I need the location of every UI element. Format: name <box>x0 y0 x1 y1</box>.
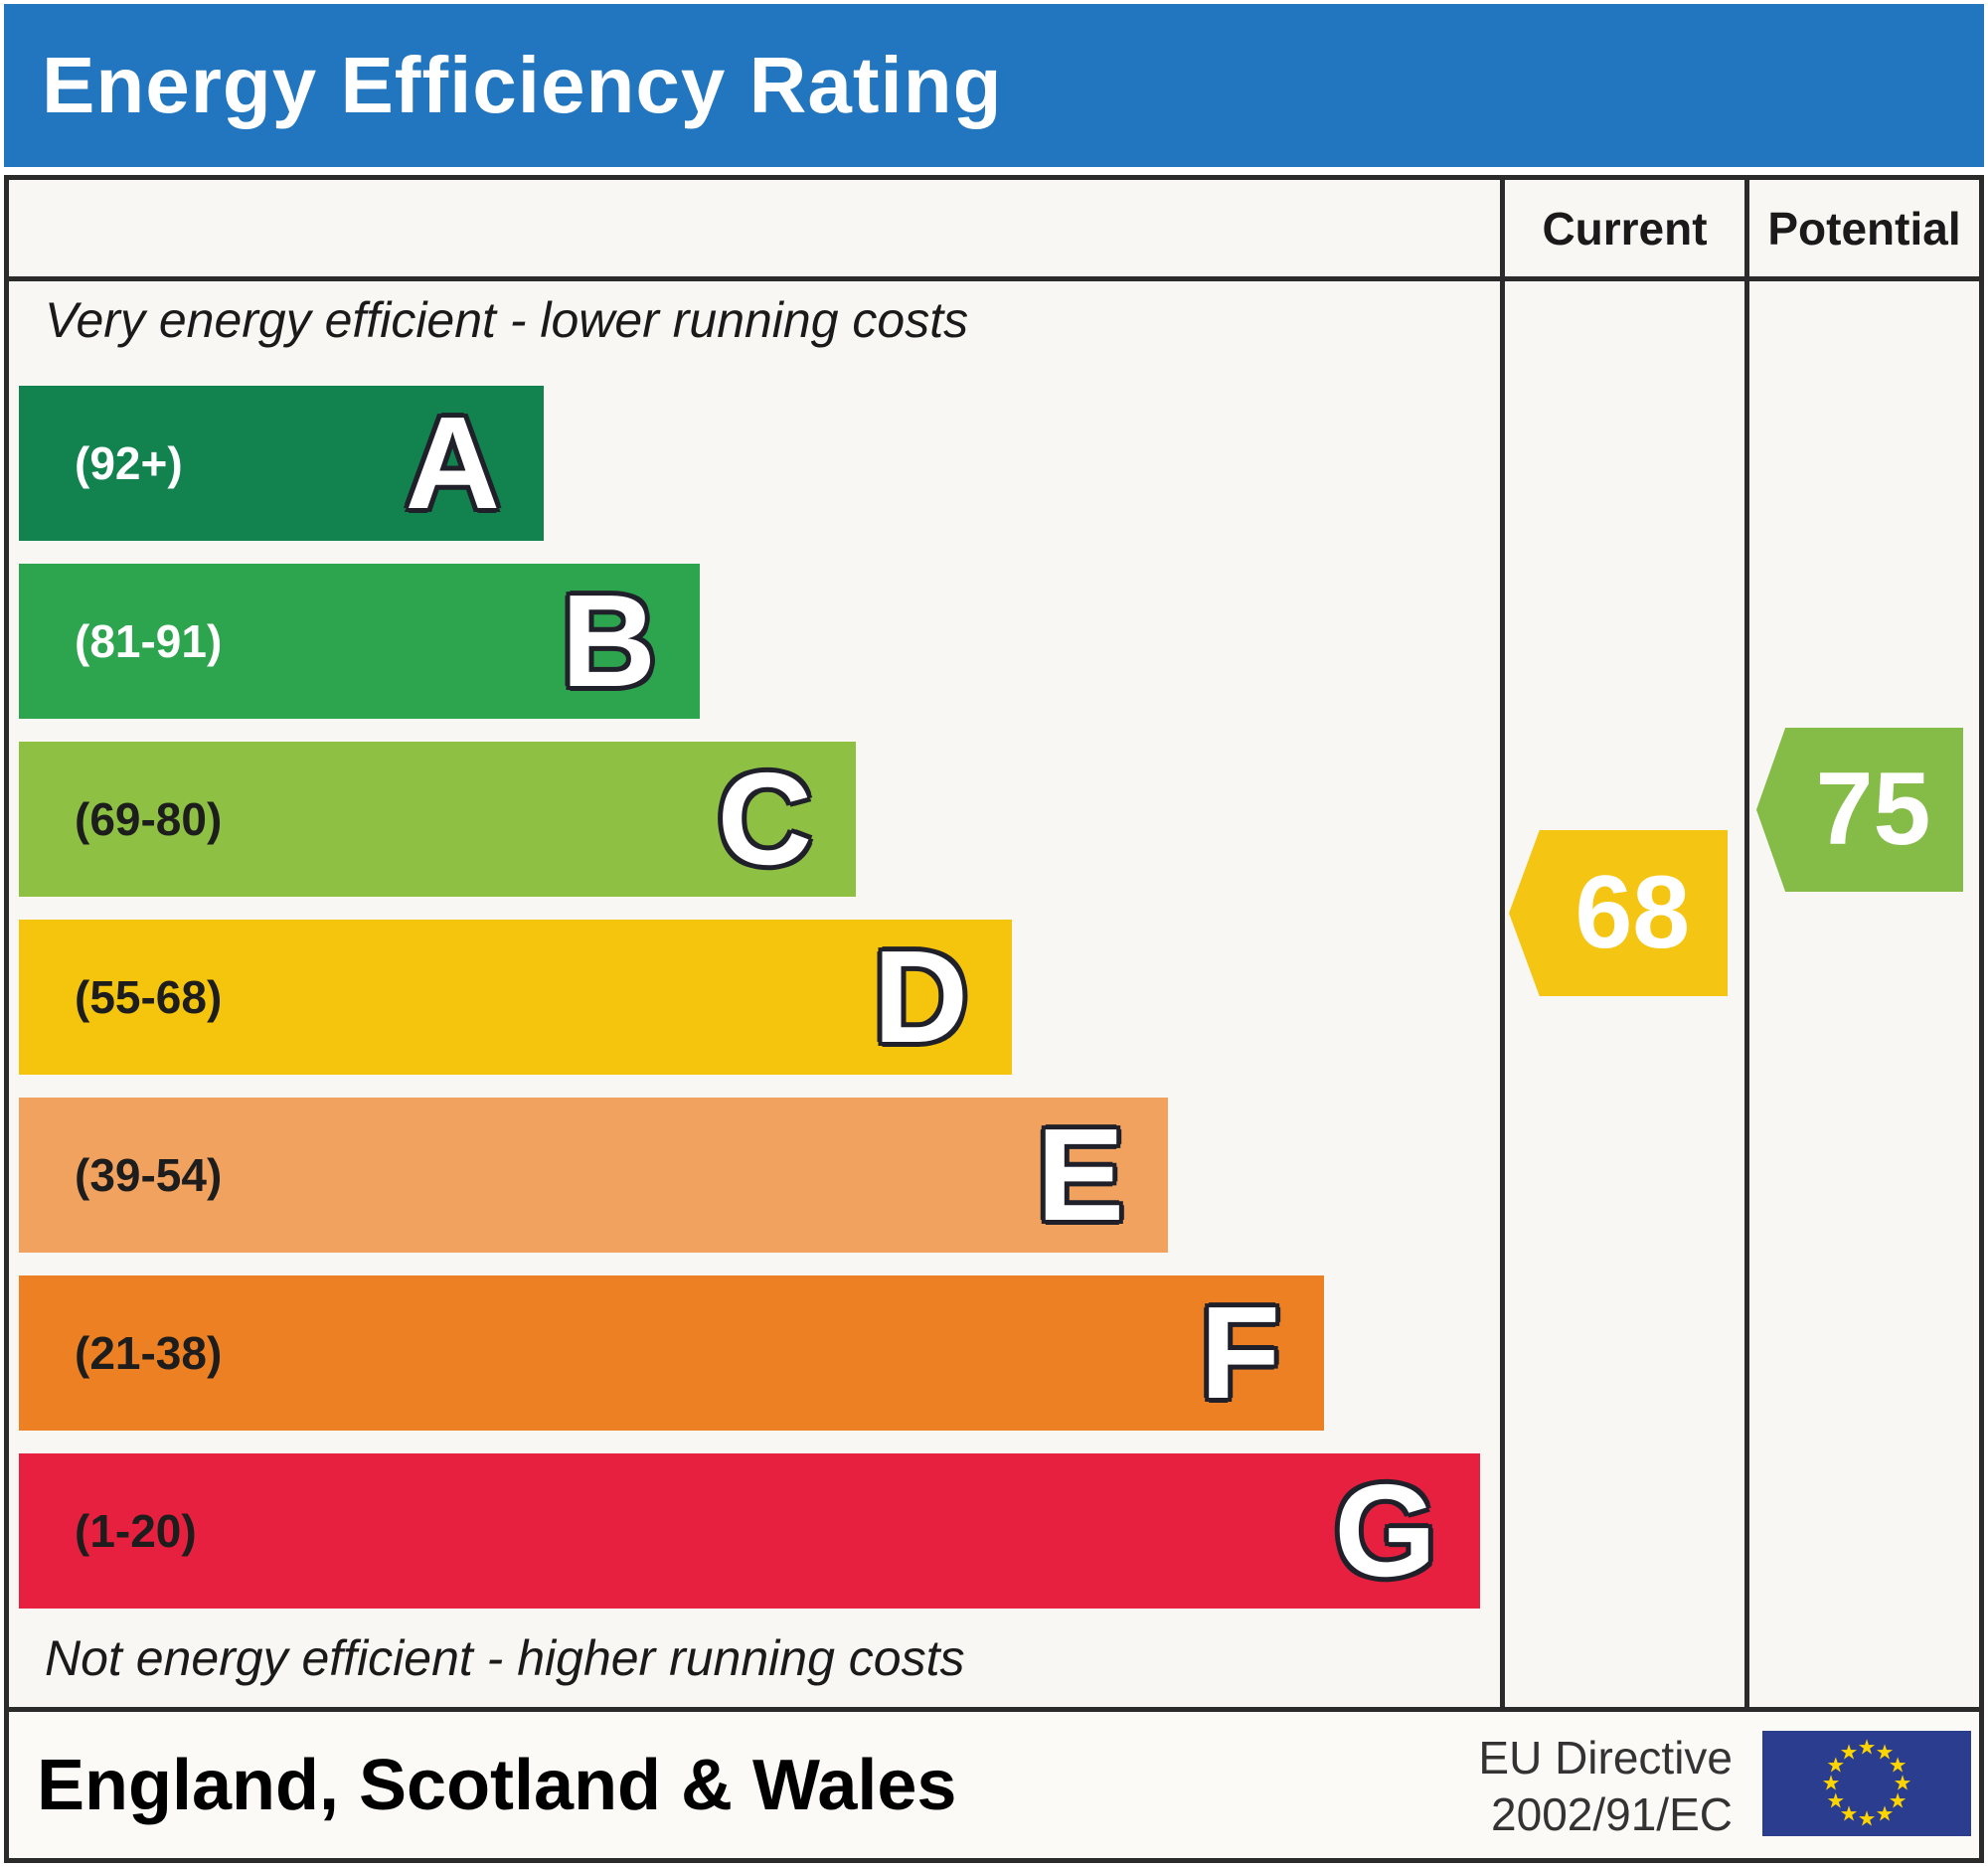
column-header-current: Current <box>1542 202 1708 255</box>
band-letter: G <box>1334 1457 1436 1604</box>
current-rating-arrow: 68 <box>1509 830 1728 996</box>
eu-flag-star-icon: ★ <box>1888 1754 1907 1778</box>
band-range-label: (55-68) <box>75 971 223 1023</box>
band-d: (55-68) D <box>19 920 1012 1075</box>
band-f: (21-38) F <box>19 1275 1324 1431</box>
eu-flag-icon: ★ ★ ★ ★ ★ ★ ★ ★ ★ ★ ★ ★ <box>1762 1731 1971 1836</box>
band-range-label: (92+) <box>75 437 183 489</box>
rating-table: Current Potential Very energy efficient … <box>4 175 1984 1863</box>
potential-rating-value: 75 <box>1815 752 1931 867</box>
band-e: (39-54) E <box>19 1098 1168 1253</box>
eu-flag-star-icon: ★ <box>1875 1741 1895 1765</box>
band-b: (81-91) B <box>19 564 700 719</box>
eu-flag-star-icon: ★ <box>1826 1789 1846 1813</box>
page-title: Energy Efficiency Rating <box>42 41 1003 129</box>
eu-flag-star-icon: ★ <box>1893 1772 1912 1795</box>
potential-rating-arrow: 75 <box>1756 728 1963 892</box>
band-letter: F <box>1200 1279 1280 1426</box>
band-range-label: (1-20) <box>75 1505 197 1557</box>
region-label: England, Scotland & Wales <box>37 1745 957 1825</box>
band-range-label: (81-91) <box>75 615 223 667</box>
eu-flag-star-icon: ★ <box>1857 1807 1877 1831</box>
band-letter: E <box>1036 1102 1124 1248</box>
eu-flag-star-icon: ★ <box>1826 1754 1846 1778</box>
bottom-note: Not energy efficient - higher running co… <box>45 1630 965 1686</box>
header-divider-line <box>9 276 1979 281</box>
band-range-label: (39-54) <box>75 1149 223 1201</box>
current-column-border <box>1500 180 1505 1712</box>
title-bar: Energy Efficiency Rating <box>4 4 1984 167</box>
band-g: (1-20) G <box>19 1453 1480 1609</box>
band-c: (69-80) C <box>19 742 856 897</box>
band-range-label: (21-38) <box>75 1327 223 1379</box>
eu-directive-label: EU Directive 2002/91/EC <box>1478 1730 1733 1843</box>
eu-flag-star-icon: ★ <box>1857 1736 1877 1760</box>
band-letter: A <box>405 390 500 536</box>
column-header-potential: Potential <box>1767 202 1961 255</box>
eu-flag-star-icon: ★ <box>1839 1802 1859 1826</box>
eu-directive-line2: 2002/91/EC <box>1491 1788 1733 1840</box>
band-range-label: (69-80) <box>75 793 223 845</box>
top-note: Very energy efficient - lower running co… <box>45 292 969 348</box>
band-letter: D <box>873 924 968 1070</box>
current-rating-value: 68 <box>1574 855 1691 970</box>
potential-column-border <box>1744 180 1749 1712</box>
band-letter: C <box>717 746 812 892</box>
band-a: (92+) A <box>19 386 544 541</box>
footer-row: England, Scotland & Wales EU Directive 2… <box>9 1712 1979 1858</box>
footer-divider-line <box>9 1707 1979 1712</box>
eu-flag-star-icon: ★ <box>1875 1802 1895 1826</box>
eu-flag-star-icon: ★ <box>1888 1789 1907 1813</box>
band-letter: B <box>561 568 656 714</box>
eu-flag-star-icon: ★ <box>1821 1772 1841 1795</box>
eu-flag-star-icon: ★ <box>1839 1741 1859 1765</box>
eu-directive-line1: EU Directive <box>1478 1732 1733 1783</box>
